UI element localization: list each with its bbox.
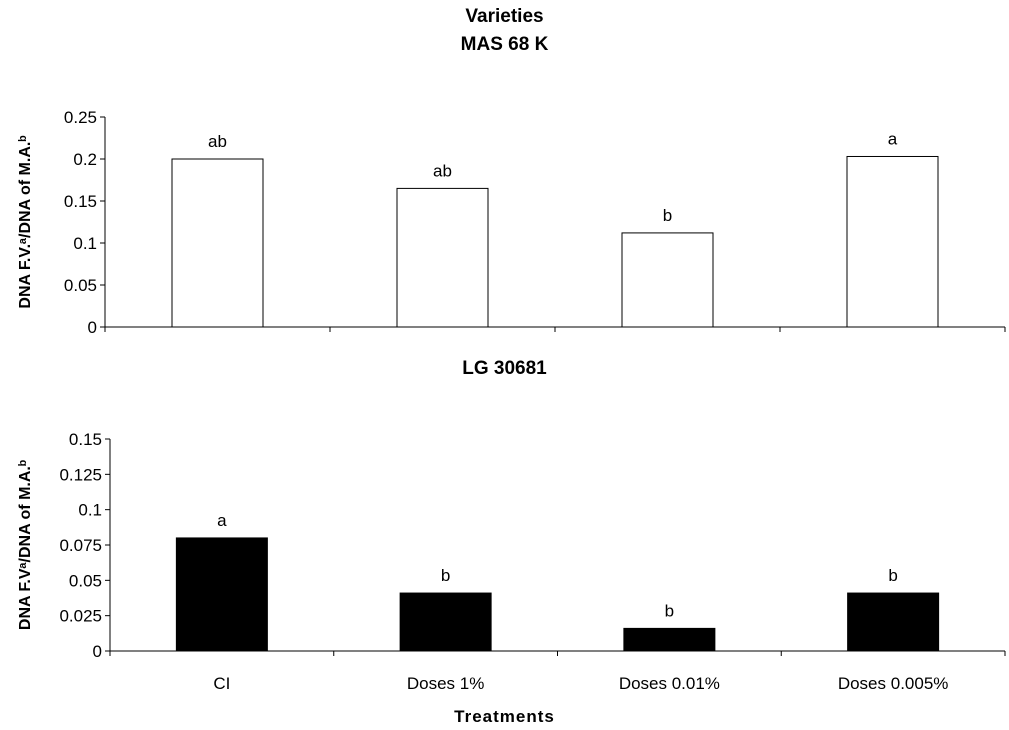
panel-mas-68k: 0 0.05 0.1 0.15 0.2 0.25 ab ab b a DNA F.V.ᵃ/DNA o…	[17, 108, 1006, 337]
bar	[846, 155, 939, 328]
figure-title-varieties: Varieties	[465, 6, 544, 27]
data-label: b	[441, 566, 450, 585]
category-label: Doses 0.005%	[838, 674, 949, 693]
x-axis-label: Treatments	[454, 707, 555, 726]
y-tick-label: 0.075	[59, 536, 102, 555]
y-tick-label: 0.05	[64, 276, 97, 295]
data-label: ab	[433, 161, 452, 180]
y-tick-label: 0	[93, 642, 102, 661]
bar	[399, 592, 492, 652]
y-tick-label: 0.025	[59, 607, 102, 626]
y-tick-label: 0.1	[78, 501, 102, 520]
bar	[621, 232, 714, 328]
panel-lg-30681: 0 0.025 0.05 0.075 0.1 0.125 0.15 a CI b Doses 1% b…	[17, 430, 1006, 693]
bar	[623, 627, 716, 652]
bar	[175, 537, 268, 652]
data-label: b	[663, 206, 672, 225]
y-tick-label: 0.1	[73, 234, 97, 253]
category-label: Doses 1%	[407, 674, 484, 693]
data-label: a	[888, 129, 898, 148]
y-axis-label: DNA F.Vᵃ/DNA of M.A.ᵇ	[17, 460, 34, 630]
y-tick-label: 0.15	[64, 192, 97, 211]
y-tick-label: 0.25	[64, 108, 97, 127]
panel1-title: MAS 68 K	[460, 34, 549, 55]
data-label: b	[888, 566, 897, 585]
y-tick-label: 0.2	[73, 150, 97, 169]
y-tick-label: 0.125	[59, 465, 102, 484]
data-label: b	[665, 601, 674, 620]
y-tick-label: 0.05	[69, 571, 102, 590]
y-tick-label: 0	[88, 318, 97, 337]
category-label: Doses 0.01%	[619, 674, 720, 693]
y-axis-label: DNA F.V.ᵃ/DNA of M.A.ᵇ	[17, 135, 34, 308]
bar	[171, 158, 264, 328]
panel2-title: LG 30681	[462, 358, 547, 379]
data-label: a	[217, 511, 227, 530]
category-label: CI	[213, 674, 230, 693]
data-label: ab	[208, 132, 227, 151]
bar	[847, 592, 940, 652]
bar	[396, 187, 489, 328]
y-tick-label: 0.15	[69, 430, 102, 449]
